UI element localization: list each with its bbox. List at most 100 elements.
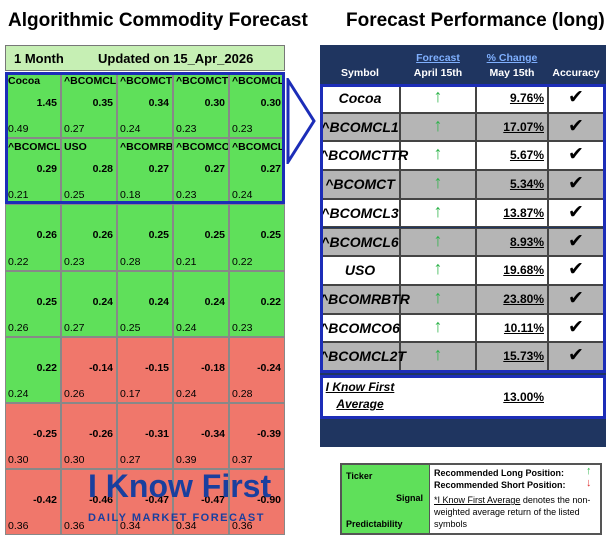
table-cell — [320, 313, 400, 343]
symbol: ^BCOMCL1 — [321, 118, 399, 135]
predictability: 0.22 — [8, 255, 29, 268]
forecast-header: Forecast — [416, 52, 460, 64]
signal: 0.26 — [36, 229, 57, 242]
forecast-cell: -0.39 0.37 — [229, 403, 285, 470]
legend-long: Recommended Long Position: — [434, 468, 565, 478]
signal: 0.27 — [204, 163, 225, 176]
up-arrow: ↑ — [433, 258, 443, 279]
table-cell — [548, 198, 604, 228]
forecast-cell: ^BCOMRBTR 0.27 0.18 — [117, 138, 173, 205]
ticker: ^BCOMCO6 — [176, 141, 228, 154]
predictability: 0.23 — [64, 255, 85, 268]
predictability: 0.36 — [232, 520, 253, 533]
table-cell — [320, 342, 400, 371]
signal: -0.46 — [89, 494, 113, 507]
note-text: denotes the non-weighted average return … — [434, 495, 591, 529]
table-cell — [476, 170, 548, 199]
ticker: USO — [64, 141, 87, 154]
change-header: % Change — [486, 52, 538, 64]
predictability: 0.26 — [64, 387, 85, 400]
forecast-cell: -0.15 0.17 — [117, 336, 173, 403]
forecast-cell: ^BCOMCL3 0.30 0.23 — [229, 72, 285, 139]
symbol: ^BCOMCTTR — [320, 147, 409, 164]
table-cell — [476, 227, 548, 257]
forecast-cell: 0.24 0.24 — [173, 270, 229, 337]
predictability: 0.30 — [8, 454, 29, 467]
signal: 0.24 — [204, 295, 225, 308]
forecast-cell: ^BCOMCT 0.30 0.23 — [173, 72, 229, 139]
signal: 0.22 — [260, 295, 281, 308]
predictability: 0.23 — [176, 189, 197, 202]
up-arrow: ↑ — [433, 86, 443, 106]
change: 23.80% — [503, 291, 544, 306]
signal: 0.30 — [260, 97, 281, 109]
forecast-cell: 0.25 0.28 — [117, 204, 173, 271]
forecast-cell: 0.24 0.25 — [117, 270, 173, 337]
average-label: I Know First — [325, 380, 395, 394]
table-cell — [400, 112, 476, 142]
forecast-cell: ^BCOMCL1 0.35 0.27 — [61, 72, 117, 139]
symbol: ^BCOMCL6 — [321, 233, 399, 250]
checkmark: ✔ — [568, 173, 584, 195]
predictability: 0.21 — [176, 255, 197, 268]
predictability: 0.23 — [232, 123, 253, 136]
up-arrow: ↑ — [433, 114, 443, 135]
predictability: 0.28 — [120, 255, 141, 268]
forecast-cell: 0.22 0.23 — [229, 270, 285, 337]
table-cell — [548, 313, 604, 343]
change: 19.68% — [503, 263, 544, 278]
forecast-cell: USO 0.28 0.25 — [61, 138, 117, 205]
checkmark: ✔ — [568, 201, 584, 223]
predictability: 0.24 — [8, 387, 29, 400]
forecast-cell: -0.31 0.27 — [117, 403, 173, 470]
change: 10.11% — [503, 320, 544, 335]
long-arrow: ↑ — [586, 465, 592, 477]
legend: Ticker Signal Predictability Recommended Lo… — [340, 463, 602, 535]
signal: -0.34 — [201, 428, 225, 440]
signal: 0.30 — [204, 97, 225, 109]
table-cell — [400, 84, 476, 113]
predictability: 0.27 — [120, 454, 141, 467]
up-arrow: ↑ — [433, 143, 443, 164]
predictability: 0.36 — [64, 520, 85, 533]
forecast-cell: 0.26 0.23 — [61, 204, 117, 271]
note-emphasis: *I Know First Average — [434, 495, 521, 505]
predictability: 0.18 — [120, 189, 141, 202]
predictability: 0.17 — [120, 387, 141, 400]
signal: 0.29 — [36, 163, 57, 176]
table-cell — [400, 198, 476, 228]
highlight-box — [5, 72, 285, 205]
short-arrow: ↓ — [586, 477, 592, 489]
forecast-cell: 0.24 0.27 — [61, 270, 117, 337]
signal: 0.35 — [92, 97, 113, 109]
forecast-date: April 15th — [413, 67, 463, 79]
forecast-cell: -0.18 0.24 — [173, 336, 229, 403]
up-arrow: ↑ — [433, 229, 443, 250]
table-cell — [476, 284, 548, 314]
change: 9.76% — [509, 91, 544, 105]
legend-swatch — [342, 465, 430, 533]
ticker: Cocoa — [8, 75, 41, 87]
legend-ticker: Ticker — [346, 471, 373, 481]
ticker: ^BCOMCL2T — [232, 141, 285, 154]
signal: -0.15 — [145, 361, 169, 374]
predictability: 0.25 — [120, 321, 141, 334]
signal: 0.24 — [92, 295, 113, 308]
signal: -0.18 — [201, 361, 225, 374]
predictability: 0.37 — [232, 454, 253, 467]
legend-signal: Signal — [396, 493, 424, 503]
average-change: 13.00% — [503, 390, 544, 404]
symbol: ^BCOMCO6 — [320, 319, 400, 336]
signal: -0.47 — [145, 494, 169, 507]
table-cell — [476, 313, 548, 343]
predictability: 0.23 — [232, 321, 253, 334]
up-arrow: ↑ — [433, 200, 443, 221]
signal: -0.26 — [89, 428, 113, 440]
up-arrow: ↑ — [433, 172, 443, 193]
predictability: 0.34 — [176, 520, 197, 533]
predictability: 0.27 — [64, 321, 85, 334]
signal: 0.25 — [260, 229, 281, 242]
symbol: ^BCOMRBTR — [320, 290, 410, 307]
signal: -0.47 — [201, 494, 225, 507]
up-arrow: ↑ — [433, 344, 443, 365]
